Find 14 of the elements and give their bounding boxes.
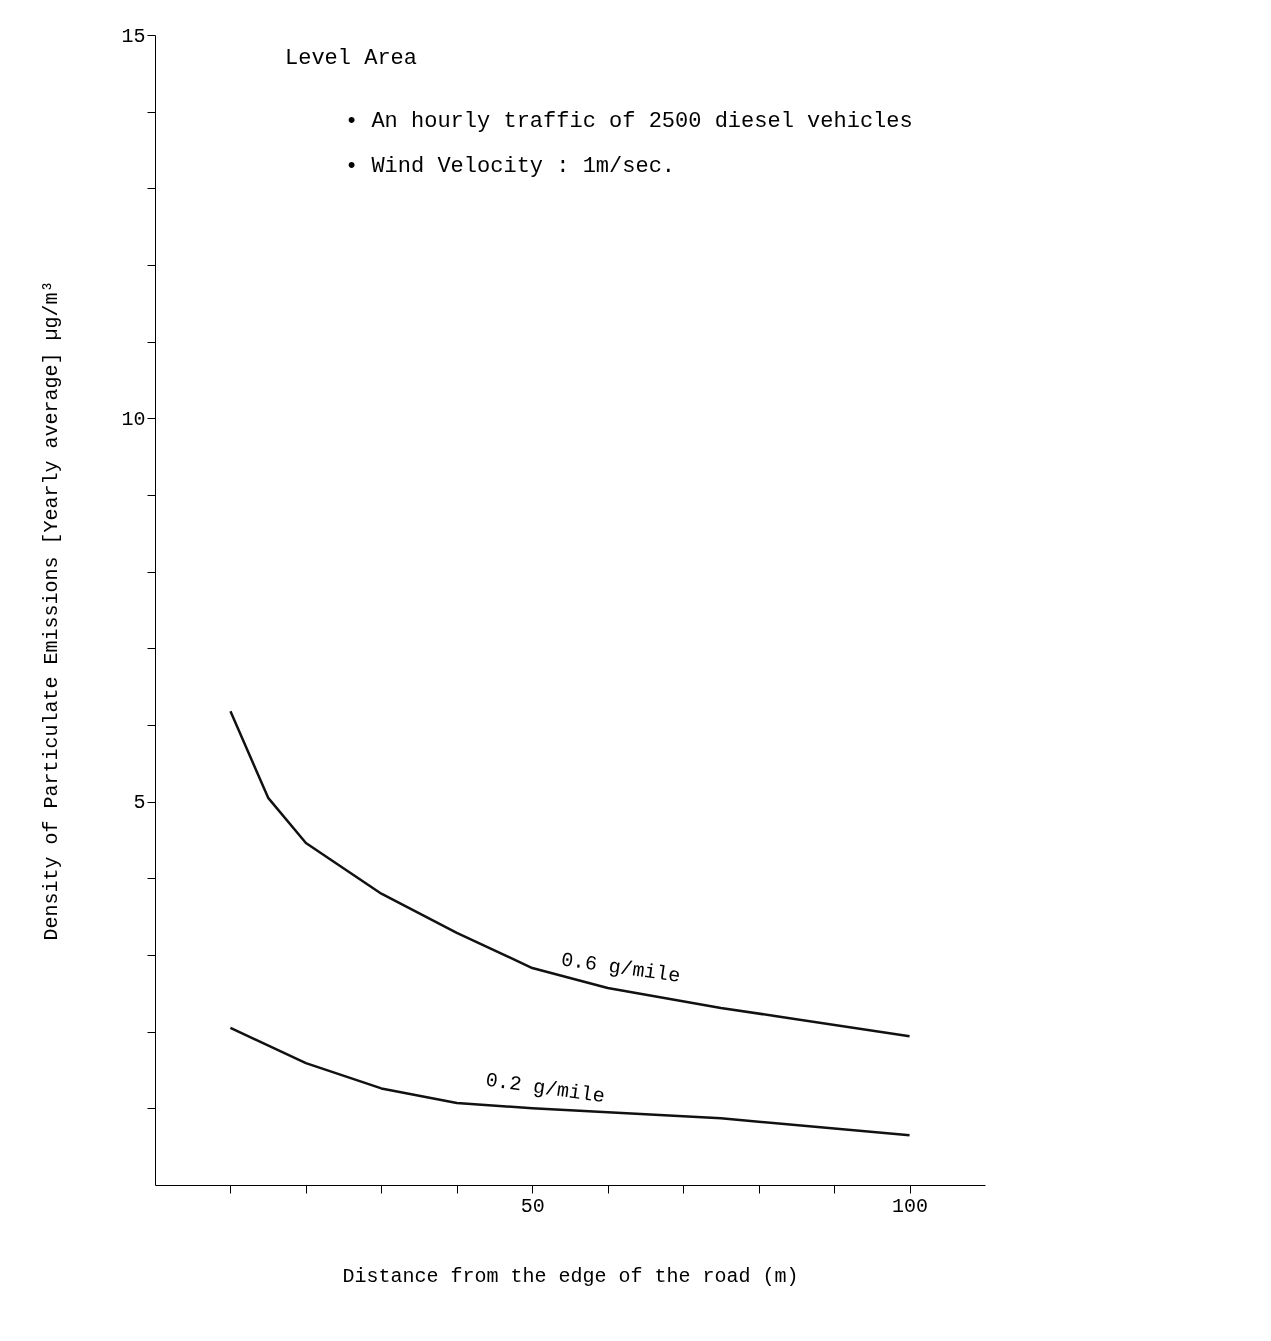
y-tick-label: 5 (133, 791, 146, 815)
x-tick-label: 50 (520, 1194, 545, 1218)
annotation: • An hourly traffic of 2500 diesel vehicles (345, 109, 913, 134)
annotation: • Wind Velocity : 1m/sec. (345, 154, 676, 179)
x-axis-title: Distance from the edge of the road (m) (342, 1264, 799, 1288)
text: 0.6 g/mile (559, 948, 682, 988)
y-tick-label: 10 (121, 407, 146, 431)
line-series (229, 709, 911, 1038)
x-tick-label: 100 (892, 1194, 929, 1218)
line-series (229, 1026, 911, 1137)
y-tick-label: 15 (121, 24, 146, 48)
annotation: Level Area (285, 46, 418, 71)
text: 0.2 g/mile (484, 1068, 607, 1109)
y-axis-title: Density of Particulate Emissions [Yearly average] µg/m³ (40, 280, 64, 941)
